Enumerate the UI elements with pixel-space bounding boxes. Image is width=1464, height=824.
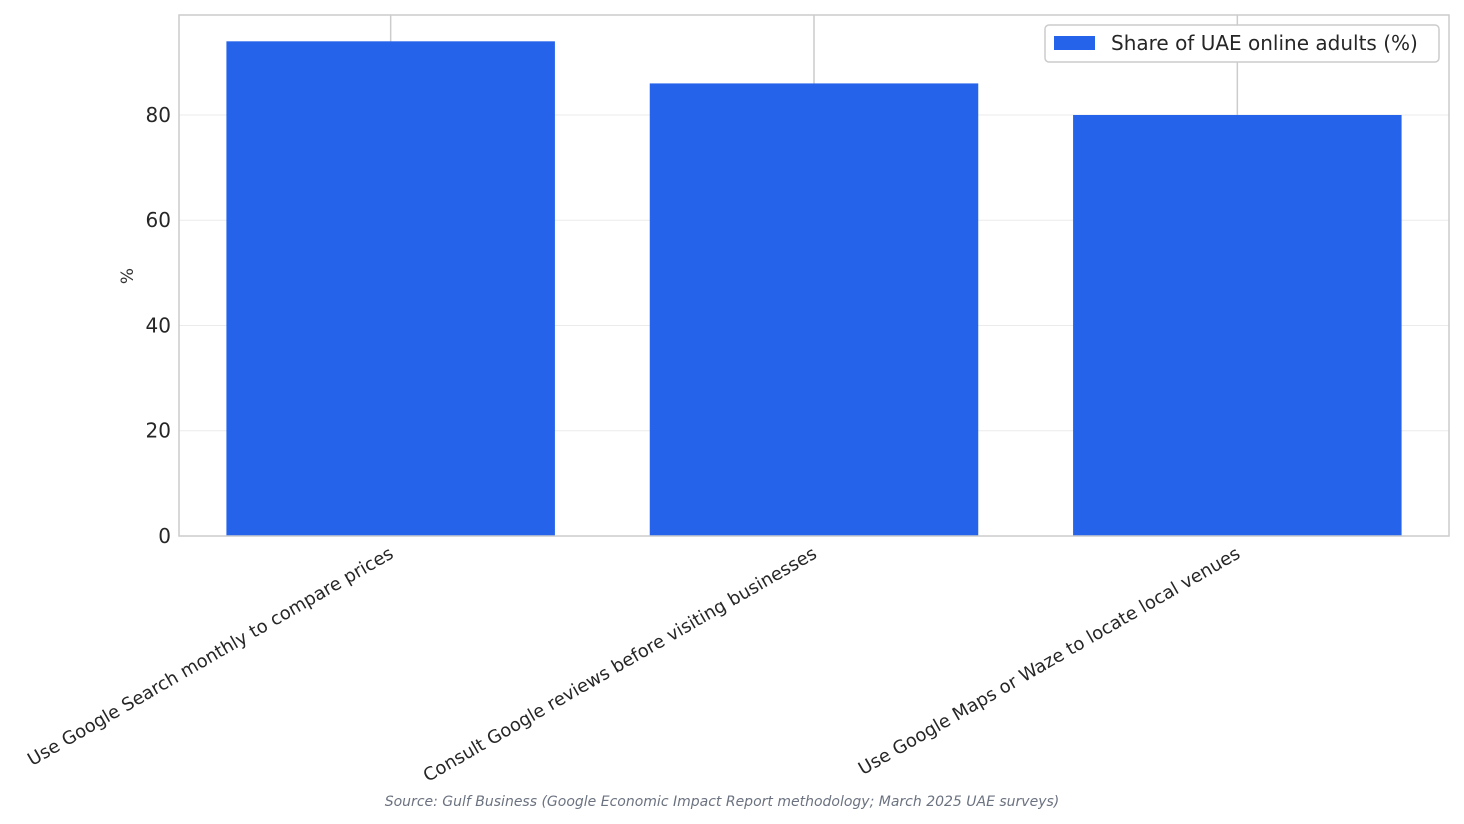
y-tick-label: 40 — [146, 313, 171, 337]
x-tick-label: Use Google Search monthly to compare pri… — [24, 543, 397, 770]
plot-frame — [178, 14, 1450, 537]
legend-label: Share of UAE online adults (%) — [1111, 31, 1418, 55]
bars — [226, 41, 1402, 537]
y-tick-label: 20 — [146, 419, 171, 443]
y-tick-label: 0 — [158, 524, 171, 548]
bar — [226, 41, 555, 536]
x-tick-label: Consult Google reviews before visiting b… — [420, 543, 821, 786]
x-tick-label: Use Google Maps or Waze to locate local … — [855, 543, 1244, 780]
source-note: Source: Gulf Business (Google Economic I… — [385, 794, 1060, 810]
y-tick-label: 80 — [146, 103, 171, 127]
legend-swatch — [1054, 36, 1095, 50]
legend-box — [1044, 24, 1440, 63]
y-axis-title: % — [118, 268, 138, 284]
y-axis-ticks: 0 20 40 60 80 — [146, 103, 171, 548]
bar — [1073, 114, 1402, 536]
bar — [649, 83, 979, 537]
y-tick-label: 60 — [146, 208, 171, 232]
x-axis-ticks: Use Google Search monthly to compare pri… — [24, 543, 1244, 786]
legend: Share of UAE online adults (%) — [1044, 24, 1440, 63]
